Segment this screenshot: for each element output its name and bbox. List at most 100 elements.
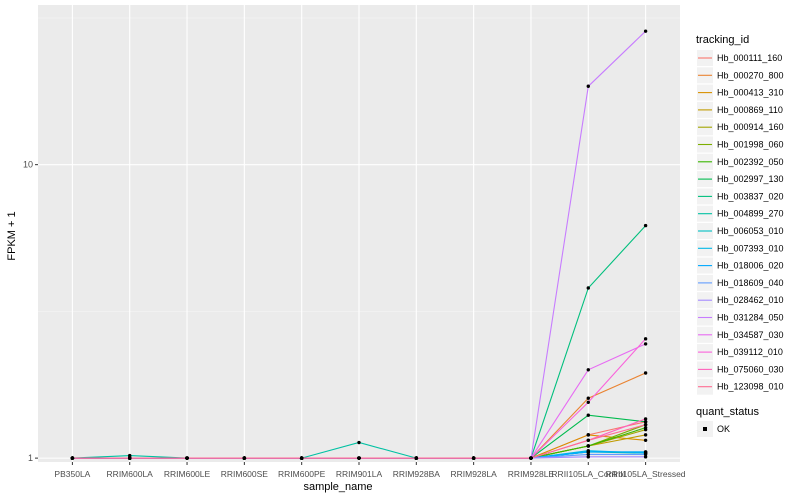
x-tick-label: RRIM600LA bbox=[107, 469, 154, 479]
data-point bbox=[586, 438, 590, 443]
legend-label: Hb_018006_020 bbox=[717, 261, 784, 271]
data-point bbox=[643, 29, 648, 33]
legend-key bbox=[697, 240, 713, 257]
legend-key bbox=[697, 309, 713, 326]
legend-key bbox=[697, 84, 713, 101]
point-legend-title: quant_status bbox=[696, 406, 759, 418]
data-point bbox=[357, 456, 361, 460]
legend-key bbox=[697, 292, 713, 309]
series-points bbox=[70, 29, 648, 460]
data-point bbox=[185, 456, 189, 460]
legend-key bbox=[697, 344, 713, 361]
y-tick-label: 1 bbox=[28, 453, 33, 463]
data-point bbox=[643, 371, 648, 375]
legend-label: Hb_000270_800 bbox=[717, 70, 784, 80]
legend-key bbox=[697, 378, 713, 395]
x-tick-label: RRII105LA_Stressed bbox=[606, 469, 686, 479]
legend-label: Hb_034587_030 bbox=[717, 330, 784, 340]
legend-label: Hb_000413_310 bbox=[717, 88, 784, 98]
legend-key bbox=[697, 101, 713, 118]
x-axis: PB350LA RRIM600LA RRIM600LE RRIM600SE RRIM60… bbox=[54, 462, 686, 479]
data-point bbox=[128, 453, 132, 458]
legend-label: Hb_000914_160 bbox=[717, 122, 784, 132]
data-point bbox=[70, 456, 75, 460]
x-tick-label: RRIM600SE bbox=[221, 469, 269, 479]
data-point bbox=[586, 455, 590, 459]
legend-label: Hb_028462_010 bbox=[717, 295, 784, 305]
data-point bbox=[586, 433, 590, 437]
data-point bbox=[414, 456, 419, 460]
legend-label: Hb_075060_030 bbox=[717, 364, 784, 374]
legend-key bbox=[697, 188, 713, 205]
data-point bbox=[643, 420, 648, 424]
legend-key bbox=[697, 223, 713, 239]
data-point bbox=[586, 368, 590, 372]
y-axis-label: FPKM + 1 bbox=[6, 211, 18, 260]
legend-key bbox=[697, 361, 713, 378]
x-tick-label: RRIM928LE bbox=[508, 469, 555, 479]
data-point bbox=[643, 422, 648, 427]
data-point bbox=[242, 456, 247, 460]
data-point bbox=[643, 425, 648, 430]
legend-key bbox=[697, 257, 713, 274]
legend-key bbox=[697, 67, 713, 84]
legend-label: Hb_007393_010 bbox=[717, 243, 784, 253]
point-legend: OK bbox=[697, 421, 730, 437]
data-point bbox=[586, 396, 590, 400]
x-axis-label: sample_name bbox=[303, 481, 372, 493]
legend-label: Hb_123098_010 bbox=[717, 382, 784, 392]
point-legend-key bbox=[703, 427, 707, 431]
legend-key bbox=[697, 326, 713, 343]
data-point bbox=[643, 417, 648, 421]
legend-key bbox=[697, 171, 713, 188]
legend-key bbox=[697, 153, 713, 170]
legend-label: Hb_000111_160 bbox=[717, 53, 782, 63]
legend-label: Hb_031284_050 bbox=[717, 313, 784, 323]
legend-key bbox=[697, 274, 713, 291]
x-tick-label: RRIM928LA bbox=[450, 469, 497, 479]
data-point bbox=[586, 286, 590, 290]
data-point bbox=[529, 456, 533, 460]
x-tick-label: RRIM901LA bbox=[336, 469, 383, 479]
legend-key bbox=[697, 136, 713, 153]
data-point bbox=[128, 456, 132, 460]
data-point bbox=[586, 84, 590, 88]
legend-label: Hb_002997_130 bbox=[717, 174, 784, 184]
data-point bbox=[357, 440, 361, 445]
y-axis: 1 10 bbox=[23, 160, 38, 463]
data-point bbox=[643, 223, 648, 228]
legend-label: Hb_039112_010 bbox=[717, 347, 783, 357]
x-tick-label: RRIM600PE bbox=[278, 469, 326, 479]
legend-key bbox=[697, 50, 713, 66]
x-tick-label: RRIM600LE bbox=[164, 469, 211, 479]
x-tick-label: RRII105LA_Control bbox=[551, 469, 625, 479]
data-point bbox=[586, 400, 590, 404]
legend-label: Hb_003837_020 bbox=[717, 191, 784, 201]
data-point bbox=[643, 455, 648, 459]
data-point bbox=[299, 456, 304, 460]
legend-label: Hb_018609_040 bbox=[717, 278, 784, 288]
legend-label: Hb_006053_010 bbox=[717, 226, 784, 236]
data-point bbox=[643, 337, 648, 341]
y-tick-label: 10 bbox=[23, 160, 33, 170]
data-point bbox=[586, 444, 590, 448]
legend-label: Hb_000869_110 bbox=[717, 105, 783, 115]
legend-label: Hb_001998_060 bbox=[717, 140, 784, 150]
legend-label: Hb_002392_050 bbox=[717, 157, 784, 167]
data-point bbox=[643, 438, 648, 443]
data-point bbox=[586, 413, 590, 417]
data-point bbox=[643, 450, 648, 454]
data-point bbox=[643, 342, 648, 346]
data-point bbox=[586, 452, 590, 457]
legend-key bbox=[697, 205, 713, 222]
data-point bbox=[643, 452, 648, 457]
legend-label: Hb_004899_270 bbox=[717, 209, 784, 219]
data-point bbox=[586, 450, 590, 454]
legend-title: tracking_id bbox=[696, 34, 749, 46]
legend: Hb_000111_160 Hb_000270_800 Hb_000413_310 H… bbox=[697, 50, 784, 395]
x-tick-label: RRIM928BA bbox=[393, 469, 441, 479]
legend-key bbox=[697, 119, 713, 136]
point-legend-label: OK bbox=[717, 424, 730, 434]
x-tick-label: PB350LA bbox=[54, 469, 90, 479]
